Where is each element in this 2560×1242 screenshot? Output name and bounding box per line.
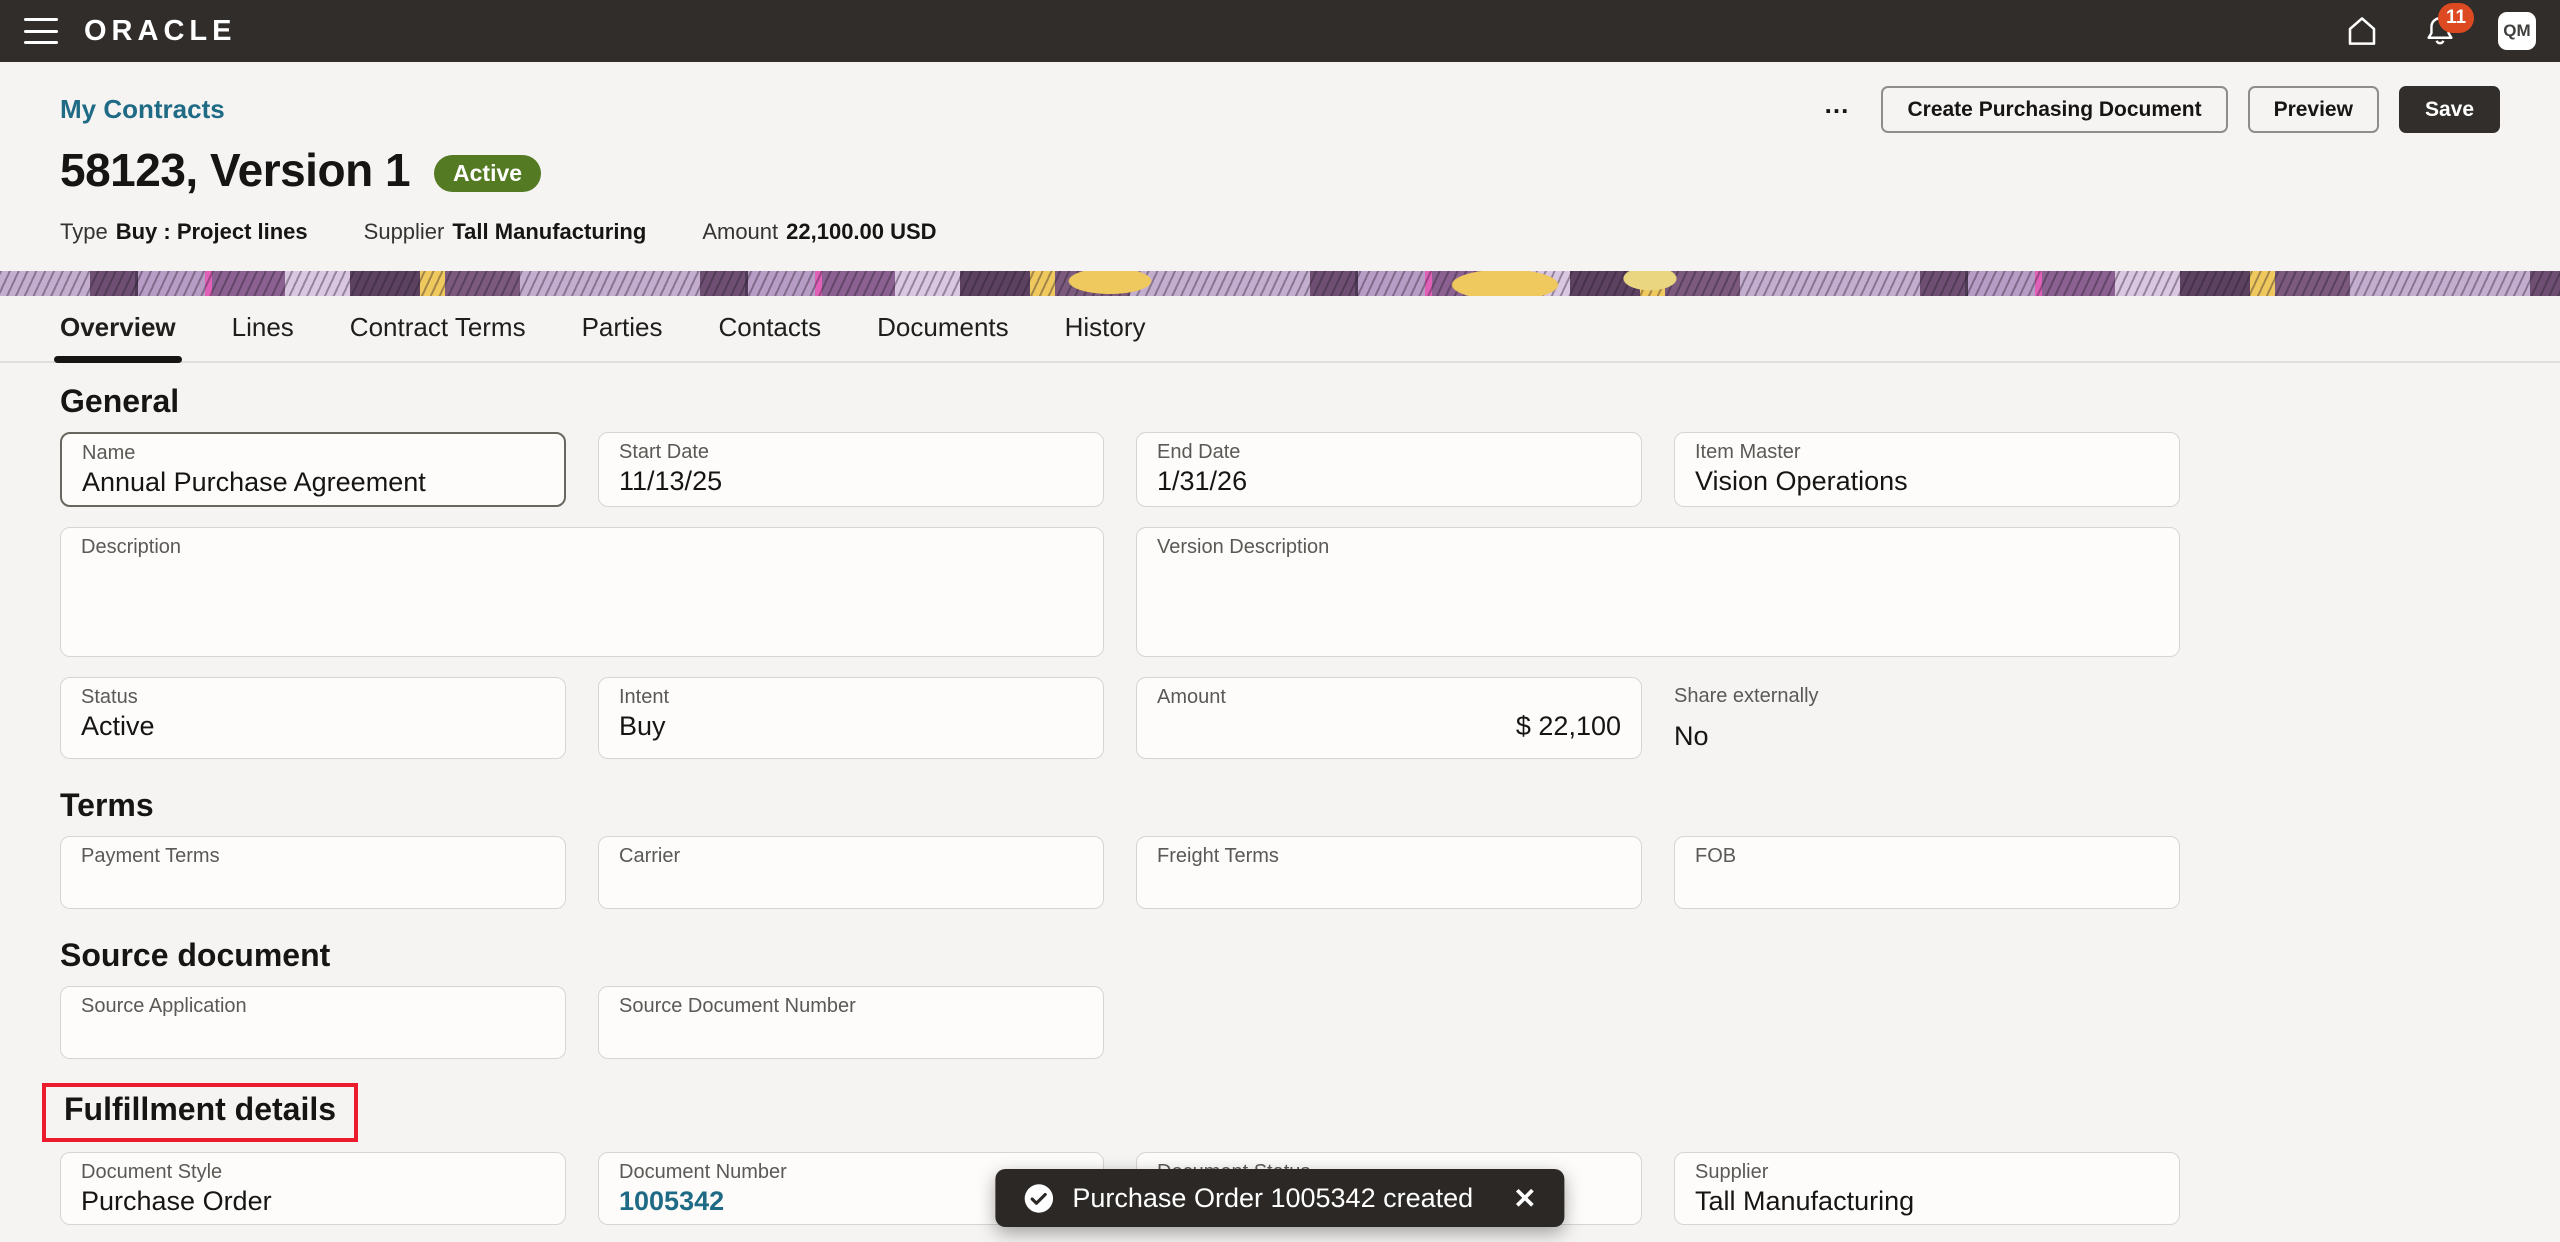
- source-application-field[interactable]: Source Application: [60, 986, 566, 1059]
- field-value: 11/13/25: [619, 466, 723, 496]
- field-value: Active: [81, 711, 155, 741]
- overview-panel: General Name Annual Purchase Agreement S…: [0, 383, 2560, 1242]
- field-value: Vision Operations: [1695, 466, 1908, 496]
- field-value: [619, 1020, 1083, 1051]
- user-avatar[interactable]: QM: [2498, 12, 2536, 50]
- version-description-field[interactable]: Version Description: [1136, 527, 2180, 657]
- field-value: [81, 1020, 545, 1051]
- field-label: FOB: [1695, 845, 1737, 867]
- menu-icon[interactable]: [24, 18, 58, 44]
- field-value: Tall Manufacturing: [1695, 1186, 1915, 1216]
- status-badge: Active: [434, 154, 542, 192]
- contract-meta: Type Buy : Project lines Supplier Tall Man…: [60, 219, 2500, 245]
- source-document-number-field[interactable]: Source Document Number: [598, 986, 1104, 1059]
- share-externally-field: Share externally No: [1674, 677, 2180, 759]
- field-value: [619, 870, 1083, 901]
- fob-field[interactable]: FOB: [1674, 836, 2180, 909]
- meta-type: Type Buy : Project lines: [60, 219, 308, 244]
- source-document-section-heading: Source document: [60, 937, 331, 973]
- field-value: 1/31/26: [1157, 466, 1248, 496]
- field-label: Item Master: [1695, 441, 1801, 463]
- document-number-link[interactable]: 1005342: [619, 1186, 725, 1216]
- toast-message: Purchase Order 1005342 created: [1072, 1182, 1474, 1213]
- intent-field[interactable]: Intent Buy: [598, 677, 1104, 759]
- field-value: Buy: [619, 711, 666, 741]
- general-fields: Name Annual Purchase Agreement Start Dat…: [60, 432, 2180, 759]
- field-label: Intent: [619, 686, 670, 708]
- tab-documents[interactable]: Documents: [877, 312, 1009, 342]
- field-value: [1157, 561, 2159, 592]
- tab-contract-terms[interactable]: Contract Terms: [349, 312, 526, 342]
- save-button[interactable]: Save: [2398, 86, 2500, 133]
- name-field[interactable]: Name Annual Purchase Agreement: [60, 432, 566, 507]
- field-label: Share externally: [1674, 685, 1819, 707]
- field-label: Document Number: [619, 1161, 787, 1183]
- breadcrumb-my-contracts[interactable]: My Contracts: [60, 94, 225, 124]
- status-field[interactable]: Status Active: [60, 677, 566, 759]
- payment-terms-field[interactable]: Payment Terms: [60, 836, 566, 909]
- tab-history[interactable]: History: [1064, 312, 1146, 342]
- item-master-field[interactable]: Item Master Vision Operations: [1674, 432, 2180, 507]
- page-header: My Contracts … Create Purchasing Documen…: [0, 62, 2560, 271]
- freight-terms-field[interactable]: Freight Terms: [1136, 836, 1642, 909]
- tab-parties[interactable]: Parties: [581, 312, 663, 342]
- field-label: Version Description: [1157, 536, 1330, 558]
- field-label: Name: [82, 442, 136, 464]
- source-document-fields: Source Application Source Document Numbe…: [60, 986, 2180, 1059]
- field-label: Carrier: [619, 845, 681, 867]
- topbar: ORACLE 11 QM: [0, 0, 2560, 62]
- field-value: Purchase Order: [81, 1186, 272, 1216]
- end-date-field[interactable]: End Date 1/31/26: [1136, 432, 1642, 507]
- description-field[interactable]: Description: [60, 527, 1104, 657]
- field-label: Freight Terms: [1157, 845, 1279, 867]
- field-label: Payment Terms: [81, 845, 220, 867]
- tab-contacts[interactable]: Contacts: [718, 312, 822, 342]
- tab-lines[interactable]: Lines: [231, 312, 294, 342]
- field-label: Source Document Number: [619, 995, 856, 1017]
- home-icon[interactable]: [2342, 11, 2382, 51]
- field-label: Supplier: [1695, 1161, 1769, 1183]
- notification-count-badge: 11: [2438, 3, 2475, 33]
- tab-overview[interactable]: Overview: [54, 312, 182, 363]
- toast-close-icon[interactable]: ✕: [1513, 1182, 1537, 1214]
- amount-field[interactable]: Amount $ 22,100: [1136, 677, 1642, 759]
- notifications-bell-icon[interactable]: 11: [2420, 3, 2475, 51]
- page-title: 58123, Version 1: [60, 144, 411, 196]
- field-value: Annual Purchase Agreement: [82, 467, 426, 497]
- toast-notification: Purchase Order 1005342 created ✕: [995, 1169, 1565, 1227]
- more-actions-button[interactable]: …: [1813, 89, 1861, 130]
- preview-button[interactable]: Preview: [2247, 86, 2379, 133]
- meta-amount: Amount 22,100.00 USD: [702, 219, 937, 244]
- carrier-field[interactable]: Carrier: [598, 836, 1104, 909]
- fulfillment-fields: Document Style Purchase Order Document N…: [60, 1152, 2180, 1225]
- general-section-heading: General: [60, 383, 180, 419]
- field-label: Description: [81, 536, 182, 558]
- field-value: [1157, 870, 1621, 901]
- field-value: No: [1674, 721, 1709, 751]
- field-label: Source Application: [81, 995, 247, 1017]
- decorative-banner: [0, 271, 2560, 296]
- field-value: [81, 870, 545, 901]
- tab-bar: Overview Lines Contract Terms Parties Co…: [0, 296, 2560, 363]
- terms-fields: Payment Terms Carrier Freight Terms FOB: [60, 836, 2180, 909]
- document-style-field[interactable]: Document Style Purchase Order: [60, 1152, 566, 1225]
- field-label: End Date: [1157, 441, 1241, 463]
- field-value: $ 22,100: [1515, 711, 1621, 741]
- fulfillment-section-heading: Fulfillment details: [64, 1091, 337, 1127]
- field-value: [81, 561, 1083, 592]
- field-label: Status: [81, 686, 138, 708]
- field-value: [1695, 870, 2159, 901]
- terms-section-heading: Terms: [60, 787, 154, 823]
- meta-supplier: Supplier Tall Manufacturing: [363, 219, 647, 244]
- field-label: Amount: [1157, 686, 1226, 708]
- field-label: Start Date: [619, 441, 710, 463]
- start-date-field[interactable]: Start Date 11/13/25: [598, 432, 1104, 507]
- create-purchasing-document-button[interactable]: Create Purchasing Document: [1881, 86, 2228, 133]
- field-label: Document Style: [81, 1161, 223, 1183]
- supplier-field[interactable]: Supplier Tall Manufacturing: [1674, 1152, 2180, 1225]
- oracle-logo: ORACLE: [84, 14, 237, 47]
- fulfillment-heading-highlight: Fulfillment details: [42, 1083, 359, 1142]
- success-check-icon: [1023, 1183, 1054, 1214]
